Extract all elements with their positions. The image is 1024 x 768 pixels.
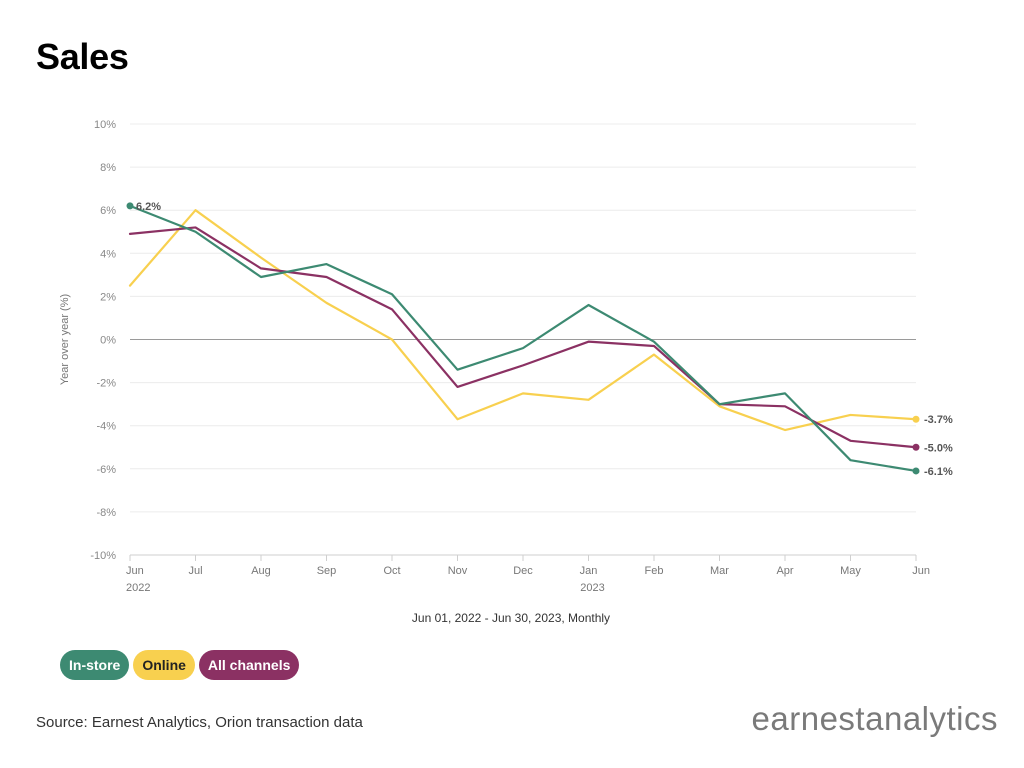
x-tick-label: Jan xyxy=(580,565,598,577)
legend-item-all-channels[interactable]: All channels xyxy=(198,650,300,680)
x-tick-label: Aug xyxy=(251,565,271,577)
x-tick-label: Oct xyxy=(383,565,400,577)
x-tick-label: Jun xyxy=(126,565,144,577)
y-tick-label: 0% xyxy=(100,335,116,347)
y-tick-label: 8% xyxy=(100,162,116,174)
x-year-label: 2022 xyxy=(126,582,150,594)
y-tick-label: 6% xyxy=(100,205,116,217)
x-tick-label: Apr xyxy=(776,565,793,577)
x-tick-label: May xyxy=(840,565,861,577)
source-note: Source: Earnest Analytics, Orion transac… xyxy=(36,714,363,731)
series-line-in-store xyxy=(128,204,918,473)
y-tick-label: -8% xyxy=(96,507,116,519)
y-tick-label: -6% xyxy=(96,464,116,476)
in-store-end-label: -6.1% xyxy=(924,466,953,478)
y-tick-label: -2% xyxy=(96,378,116,390)
y-tick-label: -4% xyxy=(96,421,116,433)
y-tick-label: 2% xyxy=(100,291,116,303)
online-end-label: -3.7% xyxy=(924,414,953,426)
x-tick-label: Sep xyxy=(317,565,337,577)
in-store-start-point xyxy=(126,202,134,210)
y-tick-label: -10% xyxy=(90,550,116,562)
brand-logo: earnestanalytics xyxy=(751,700,998,737)
all-channels-end-label: -5.0% xyxy=(924,442,953,454)
x-tick-label: Jul xyxy=(188,565,202,577)
line-chart: 10% 8% 6% 4% 2% 0% -2% -4% -6% -8% -10% Jun Jul Aug Se… xyxy=(59,119,953,625)
x-tick-label: Mar xyxy=(710,565,729,577)
page-title: Sales xyxy=(36,36,129,77)
x-tick-label: Jun xyxy=(912,565,930,577)
chart-legend: In-store Online All channels xyxy=(60,650,300,680)
y-tick-label: 4% xyxy=(100,248,116,260)
in-store-start-label: 6.2% xyxy=(136,201,161,213)
series-line-all-channels xyxy=(128,226,918,449)
x-year-label: 2023 xyxy=(580,582,604,594)
in-store-end-point xyxy=(912,467,920,475)
x-tick-label: Nov xyxy=(448,565,468,577)
x-axis-title: Jun 01, 2022 - Jun 30, 2023, Monthly xyxy=(412,611,610,625)
y-tick-label: 10% xyxy=(94,119,116,131)
series-line-online xyxy=(128,209,918,432)
x-tick-label: Dec xyxy=(513,565,533,577)
y-axis-title: Year over year (%) xyxy=(59,294,71,385)
x-tick-label: Feb xyxy=(645,565,664,577)
legend-item-in-store[interactable]: In-store xyxy=(60,650,130,680)
all-channels-end-point xyxy=(912,443,920,451)
legend-item-online[interactable]: Online xyxy=(133,650,195,680)
online-end-point xyxy=(912,415,920,423)
